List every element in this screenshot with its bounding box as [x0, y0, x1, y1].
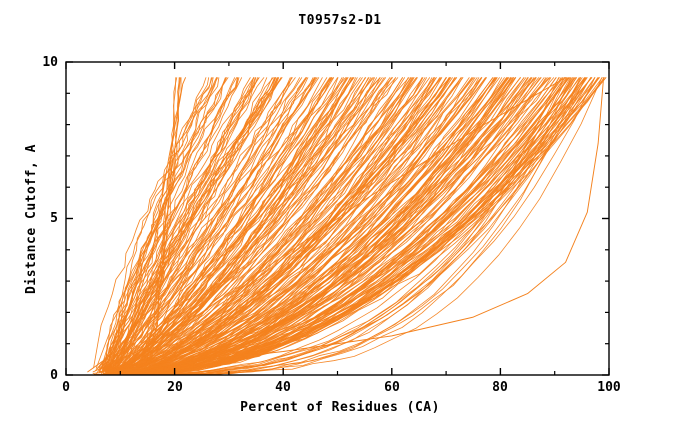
- gdt-curve: [103, 77, 436, 373]
- x-tick-label-100: 100: [597, 380, 621, 395]
- gdt-curve: [109, 77, 387, 373]
- gdt-curve: [110, 77, 435, 374]
- gdt-curve: [93, 77, 219, 369]
- gdt-curve: [109, 77, 535, 376]
- gdt-curve: [105, 77, 210, 374]
- gdt-curve: [99, 77, 334, 368]
- gdt-curve: [104, 77, 551, 374]
- gdt-curve: [105, 77, 226, 370]
- gdt-curve: [111, 77, 291, 369]
- gdt-curve: [111, 77, 410, 374]
- plot-frame: [65, 61, 610, 376]
- gdt-curve: [125, 77, 566, 376]
- y-tick-label-10: 10: [42, 55, 58, 70]
- gdt-curve: [111, 77, 527, 375]
- gdt-curve: [124, 77, 182, 376]
- gdt-curve: [99, 77, 307, 371]
- gdt-curve: [106, 77, 316, 368]
- curve-bundle: [87, 77, 607, 376]
- gdt-curve: [109, 77, 356, 374]
- gdt-curve: [109, 77, 381, 374]
- gdt-curve: [103, 77, 236, 373]
- gdt-curve: [113, 77, 413, 372]
- gdt-curve: [124, 77, 462, 375]
- gdt-curve: [102, 77, 456, 373]
- x-tick-label-40: 40: [275, 380, 291, 395]
- gdt-curve: [111, 77, 275, 369]
- gdt-curve: [92, 77, 567, 373]
- x-axis-label: Percent of Residues (CA): [240, 400, 440, 415]
- gdt-curve: [106, 77, 498, 374]
- gdt-curve: [103, 77, 255, 370]
- gdt-curve: [105, 77, 328, 373]
- x-tick-label-80: 80: [492, 380, 508, 395]
- gdt-curve: [98, 77, 391, 374]
- gdt-curve: [105, 77, 339, 372]
- gdt-curve: [106, 77, 474, 373]
- gdt-curve: [101, 77, 572, 376]
- gdt-curve: [119, 77, 496, 374]
- gdt-curve: [107, 77, 464, 375]
- gdt-curve: [112, 77, 335, 371]
- gdt-curve: [96, 77, 257, 370]
- gdt-curve: [98, 77, 317, 370]
- gdt-curve: [115, 77, 426, 373]
- gdt-curve: [87, 77, 186, 373]
- gdt-curve: [105, 77, 370, 372]
- y-tick-label-5: 5: [50, 211, 58, 226]
- page-title: T0957s2-D1: [298, 13, 382, 28]
- gdt-curve: [99, 77, 279, 372]
- gdt-curve: [117, 77, 563, 376]
- gdt-curve: [114, 77, 178, 376]
- gdt-curve: [102, 77, 573, 376]
- gdt-curve: [106, 77, 260, 370]
- gdt-curve: [105, 77, 452, 373]
- gdt-curve: [117, 77, 293, 371]
- gdt-curve: [111, 77, 273, 370]
- x-tick-label-60: 60: [384, 380, 400, 395]
- gdt-curve: [95, 77, 229, 369]
- x-tick-label-0: 0: [62, 380, 70, 395]
- x-tick-label-20: 20: [167, 380, 183, 395]
- y-tick-label-0: 0: [50, 368, 58, 383]
- gdt-curve: [92, 77, 605, 374]
- gdt-curve: [114, 77, 451, 375]
- gdt-curve: [98, 77, 361, 373]
- gdt-curve: [117, 77, 181, 376]
- gdt-curve: [116, 77, 586, 376]
- gdt-curve: [105, 77, 522, 374]
- gdt-curve: [105, 77, 300, 369]
- gdt-curve: [109, 77, 207, 375]
